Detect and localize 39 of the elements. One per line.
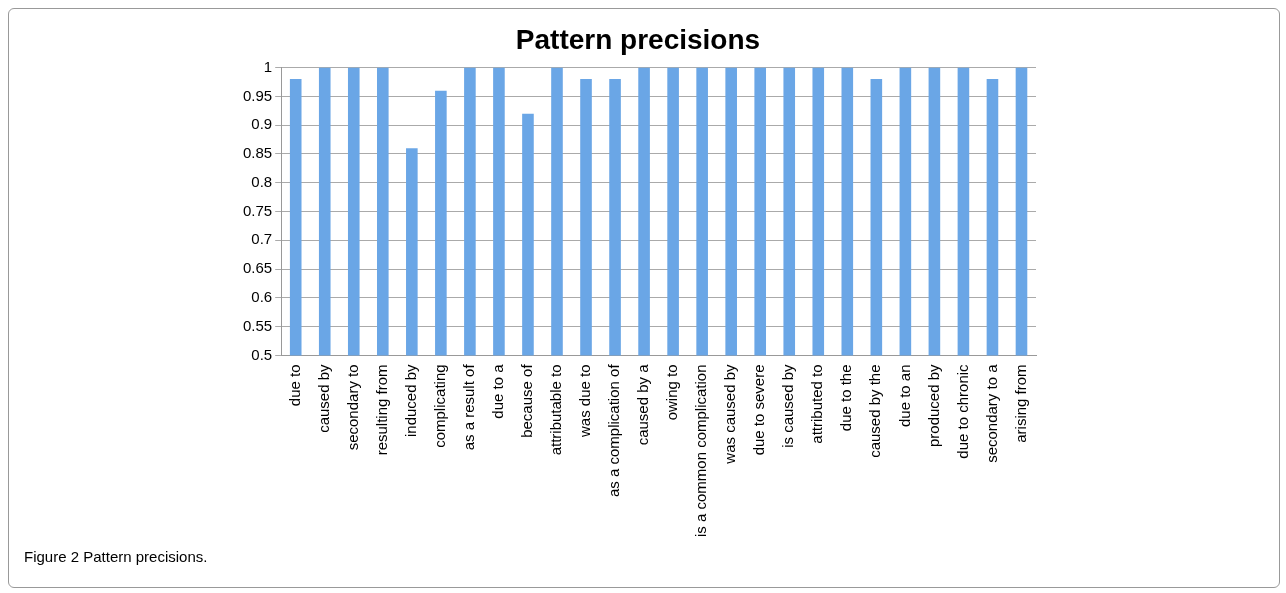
x-tick-label: because of <box>518 363 536 438</box>
x-tick-label: is a common complication <box>692 364 710 538</box>
x-tick-label: arising from <box>1011 364 1029 443</box>
x-tick-label: caused by <box>314 363 332 433</box>
y-tick-label: 0.75 <box>242 201 273 219</box>
x-tick-label: complicating <box>431 364 449 448</box>
y-tick-label: 0.65 <box>242 259 273 277</box>
x-tick-label: secondary to <box>343 364 361 451</box>
y-tick-label: 0.9 <box>251 115 273 133</box>
x-tick-label: due to chronic <box>953 363 971 459</box>
x-tick-label: owing to <box>663 364 681 421</box>
x-tick-label: due to severe <box>750 364 768 456</box>
x-tick-label: as a complication of <box>605 363 623 498</box>
x-tick-label: attributable to <box>547 364 565 456</box>
x-tick-label: produced by <box>924 363 942 447</box>
y-tick-label: 0.85 <box>242 144 273 162</box>
x-tick-label: due to <box>285 364 303 407</box>
x-tick-label: resulting from <box>372 364 390 456</box>
x-tick-label: is caused by <box>779 363 797 448</box>
x-tick-label: was caused by <box>721 363 739 465</box>
y-tick-label: 0.5 <box>251 345 273 363</box>
x-tick-label: secondary to a <box>982 363 1000 463</box>
x-tick-label: caused by a <box>634 363 652 446</box>
caption: Figure 2 Pattern precisions. <box>24 548 208 565</box>
y-tick-label: 1 <box>263 57 273 75</box>
x-tick-label: induced by <box>401 363 419 437</box>
y-tick-label: 0.7 <box>251 230 273 248</box>
x-tick-label: was due to <box>576 364 594 438</box>
y-tick-label: 0.6 <box>251 288 273 306</box>
x-tick-label: caused by the <box>866 364 884 458</box>
y-tick-label: 0.95 <box>242 86 273 104</box>
x-tick-label: due to an <box>895 364 913 427</box>
y-tick-label: 0.8 <box>251 172 273 190</box>
chart-title: Pattern precisions <box>515 23 761 55</box>
x-tick-label: due to a <box>489 363 507 419</box>
x-tick-label: attributed to <box>808 364 826 444</box>
x-tick-label: due to the <box>837 364 855 432</box>
y-tick-label: 0.55 <box>242 316 273 334</box>
x-tick-label: as a result of <box>460 363 478 451</box>
